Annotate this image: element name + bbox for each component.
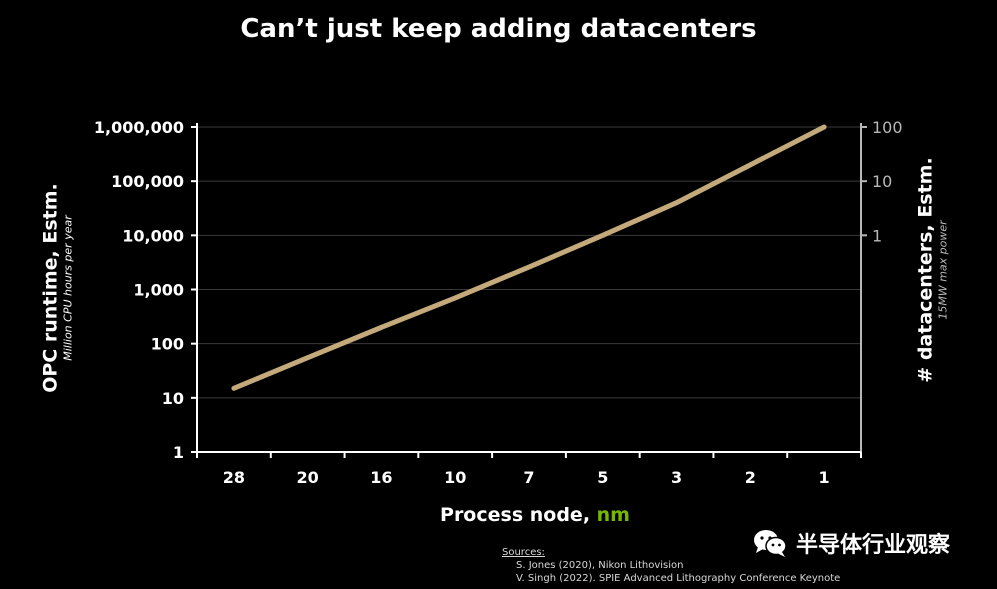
x-axis-title: Process node, bbox=[440, 504, 591, 526]
y-left-tick-label: 1 bbox=[173, 443, 184, 462]
x-tick-label: 20 bbox=[297, 468, 319, 487]
series-line bbox=[231, 124, 827, 391]
y-left-tick-label: 100,000 bbox=[111, 172, 184, 191]
y-left-tick-label: 1,000 bbox=[133, 281, 184, 300]
series-lines bbox=[231, 124, 827, 391]
grid-lines bbox=[197, 126, 861, 399]
y-left-tick-label: 10 bbox=[162, 389, 184, 408]
y-left-tick-label: 1,000,000 bbox=[94, 118, 184, 137]
sources-block: Sources: S. Jones (2020), Nikon Lithovis… bbox=[502, 546, 840, 585]
source-item: V. Singh (2022). SPIE Advanced Lithograp… bbox=[516, 573, 841, 584]
watermark-text: 半导体行业观察 bbox=[796, 533, 951, 558]
chart-title: Can’t just keep adding datacenters bbox=[240, 14, 757, 44]
y-left-tick-label: 100 bbox=[151, 335, 184, 354]
y-axis-right-subtitle: 15MW max power bbox=[936, 220, 950, 320]
x-tick-label: 5 bbox=[597, 468, 608, 487]
x-tick-label: 7 bbox=[523, 468, 534, 487]
watermark: 半导体行业观察 bbox=[752, 527, 950, 559]
y-right-tick-label: 10 bbox=[872, 172, 892, 191]
tick-labels: 1 10 100 1,000 10,000 100,000 1,000,000 1 10 100 2… bbox=[94, 118, 903, 487]
y-axis-left-subtitle: Million CPU hours per year bbox=[61, 215, 75, 361]
y-left-tick-label: 10,000 bbox=[122, 226, 184, 245]
x-tick-label: 28 bbox=[223, 468, 245, 487]
x-tick-label: 1 bbox=[819, 468, 830, 487]
x-tick-label: 10 bbox=[444, 468, 466, 487]
sources-heading: Sources: bbox=[502, 547, 545, 558]
wechat-icon bbox=[754, 530, 787, 557]
y-axis-right-title: # datacenters, Estm. bbox=[914, 157, 937, 383]
y-axis-left-title: OPC runtime, Estm. bbox=[39, 183, 62, 393]
x-tick-label: 2 bbox=[745, 468, 756, 487]
y-right-tick-label: 100 bbox=[872, 118, 903, 137]
y-right-tick-label: 1 bbox=[872, 226, 882, 245]
source-item: S. Jones (2020), Nikon Lithovision bbox=[516, 560, 684, 571]
axes bbox=[191, 123, 867, 458]
y-axis-left-label: OPC runtime, Estm. Million CPU hours per… bbox=[40, 183, 75, 393]
y-axis-right-label: # datacenters, Estm. 15MW max power bbox=[915, 157, 950, 382]
x-tick-label: 16 bbox=[370, 468, 392, 487]
x-axis-label: Process node, nm bbox=[390, 504, 680, 526]
x-tick-label: 3 bbox=[671, 468, 682, 487]
x-axis-unit: nm bbox=[596, 504, 630, 526]
